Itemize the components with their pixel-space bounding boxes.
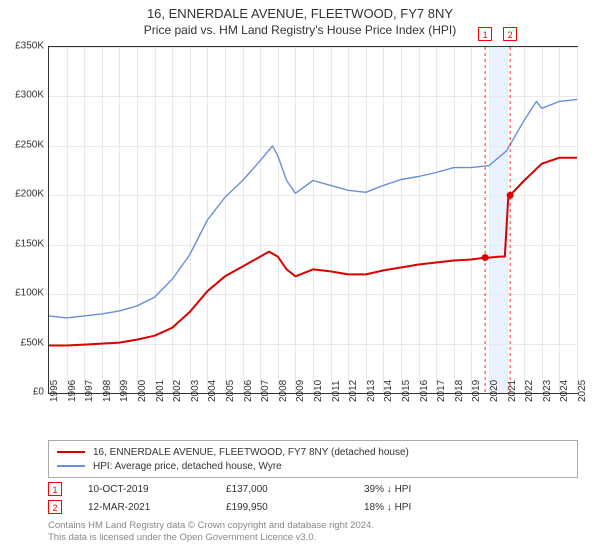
x-axis-label: 2017 — [436, 380, 447, 402]
legend-swatch-hpi — [57, 465, 85, 467]
x-axis-label: 2004 — [207, 380, 218, 402]
line-hpi — [49, 99, 577, 318]
x-axis-label: 1998 — [102, 380, 113, 402]
x-axis-label: 2016 — [419, 380, 430, 402]
y-axis-label: £300K — [0, 90, 44, 101]
y-axis-label: £50K — [0, 337, 44, 348]
transactions-table: 1 10-OCT-2019 £137,000 39% ↓ HPI 2 12-MA… — [48, 480, 578, 516]
x-axis-label: 2009 — [295, 380, 306, 402]
y-axis-label: £100K — [0, 288, 44, 299]
x-axis-label: 2012 — [348, 380, 359, 402]
x-axis-label: 2020 — [489, 380, 500, 402]
y-axis-label: £150K — [0, 238, 44, 249]
transaction-row: 1 10-OCT-2019 £137,000 39% ↓ HPI — [48, 480, 578, 498]
marker-index-box: 2 — [503, 27, 517, 41]
x-axis-label: 2001 — [155, 380, 166, 402]
marker-dot — [507, 192, 514, 199]
legend-label-price: 16, ENNERDALE AVENUE, FLEETWOOD, FY7 8NY… — [93, 447, 409, 458]
x-axis-label: 1997 — [84, 380, 95, 402]
x-axis-label: 2024 — [559, 380, 570, 402]
x-axis-label: 2011 — [331, 380, 342, 402]
x-axis-label: 1999 — [119, 380, 130, 402]
transaction-date: 12-MAR-2021 — [88, 502, 218, 513]
footer-line2: This data is licensed under the Open Gov… — [48, 532, 578, 544]
x-axis-label: 1996 — [67, 380, 78, 402]
x-axis-label: 2003 — [190, 380, 201, 402]
chart-svg — [49, 47, 577, 393]
x-axis-label: 2002 — [172, 380, 183, 402]
marker-index-box: 1 — [478, 27, 492, 41]
footer-line1: Contains HM Land Registry data © Crown c… — [48, 520, 578, 532]
y-axis-label: £200K — [0, 189, 44, 200]
marker-dot — [482, 254, 489, 261]
y-axis-label: £350K — [0, 41, 44, 52]
legend-item-price: 16, ENNERDALE AVENUE, FLEETWOOD, FY7 8NY… — [57, 445, 569, 459]
legend-swatch-price — [57, 451, 85, 453]
y-axis-label: £0 — [0, 387, 44, 398]
footer: Contains HM Land Registry data © Crown c… — [48, 520, 578, 545]
x-axis-label: 2018 — [454, 380, 465, 402]
x-axis-label: 2015 — [401, 380, 412, 402]
x-axis-label: 2008 — [278, 380, 289, 402]
plot-area: 1995199619971998199920002001200220032004… — [48, 46, 578, 394]
transaction-index: 1 — [48, 482, 62, 496]
y-axis-label: £250K — [0, 139, 44, 150]
transaction-hpi: 18% ↓ HPI — [364, 502, 494, 513]
x-axis-label: 2023 — [542, 380, 553, 402]
x-axis-label: 2006 — [243, 380, 254, 402]
legend-label-hpi: HPI: Average price, detached house, Wyre — [93, 461, 282, 472]
x-axis-label: 2021 — [507, 380, 518, 402]
transaction-index: 2 — [48, 500, 62, 514]
x-axis-label: 2000 — [137, 380, 148, 402]
transaction-hpi: 39% ↓ HPI — [364, 484, 494, 495]
x-axis-label: 2010 — [313, 380, 324, 402]
chart-container: 16, ENNERDALE AVENUE, FLEETWOOD, FY7 8NY… — [0, 0, 600, 560]
transaction-price: £137,000 — [226, 484, 356, 495]
legend: 16, ENNERDALE AVENUE, FLEETWOOD, FY7 8NY… — [48, 440, 578, 478]
transaction-price: £199,950 — [226, 502, 356, 513]
legend-item-hpi: HPI: Average price, detached house, Wyre — [57, 459, 569, 473]
x-axis-label: 1995 — [49, 380, 60, 402]
x-axis-label: 2005 — [225, 380, 236, 402]
transaction-date: 10-OCT-2019 — [88, 484, 218, 495]
chart-title: 16, ENNERDALE AVENUE, FLEETWOOD, FY7 8NY — [0, 6, 600, 21]
line-price — [49, 158, 577, 346]
x-axis-label: 2013 — [366, 380, 377, 402]
gridline-v — [577, 47, 578, 393]
x-axis-label: 2025 — [577, 380, 588, 402]
x-axis-label: 2019 — [471, 380, 482, 402]
x-axis-label: 2022 — [524, 380, 535, 402]
x-axis-label: 2007 — [260, 380, 271, 402]
x-axis-label: 2014 — [383, 380, 394, 402]
transaction-row: 2 12-MAR-2021 £199,950 18% ↓ HPI — [48, 498, 578, 516]
